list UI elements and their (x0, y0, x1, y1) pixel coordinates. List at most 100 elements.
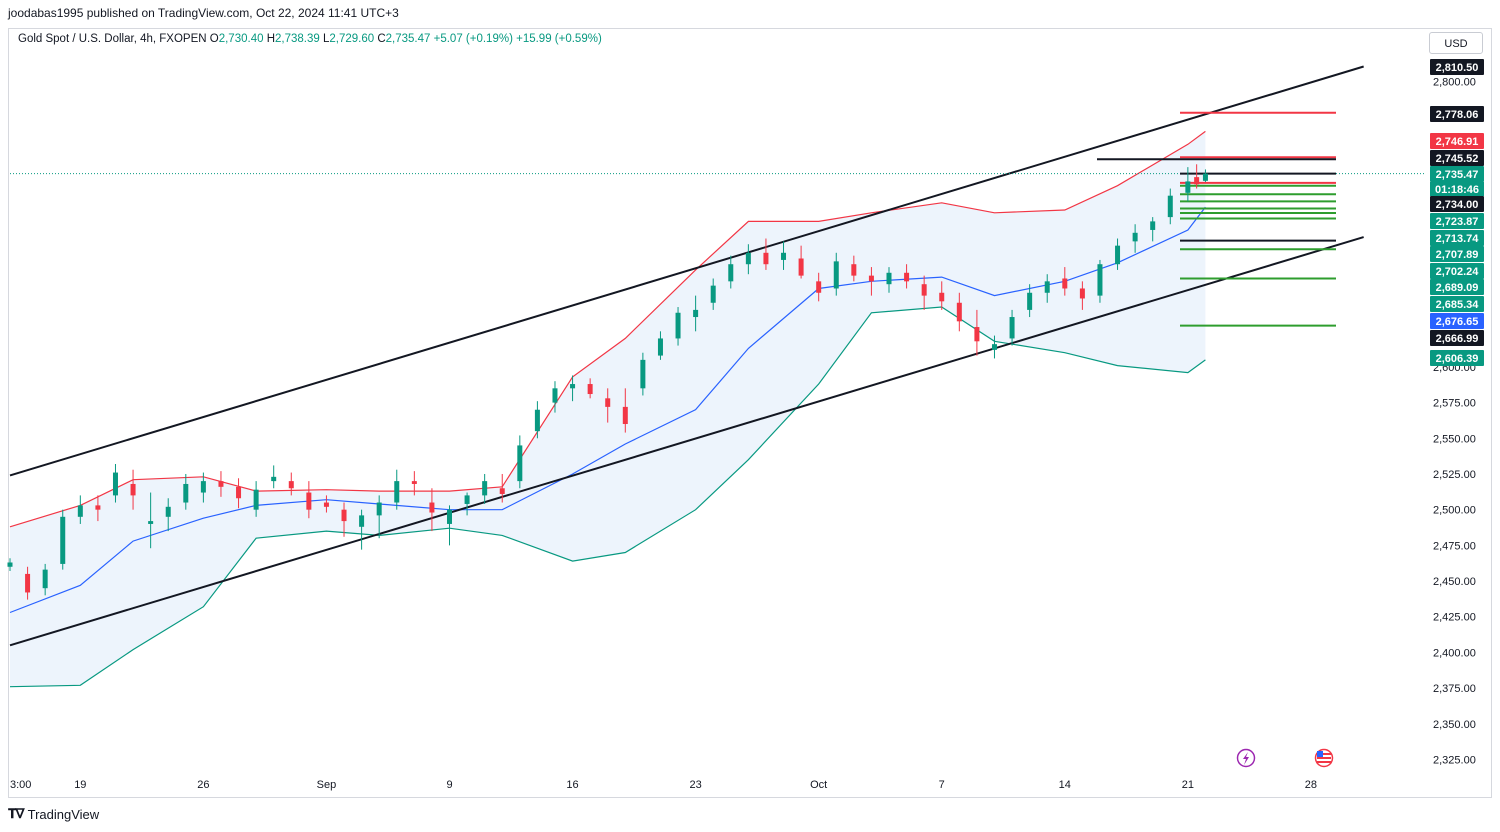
candle-body-54 (956, 302, 962, 322)
low-label: L (322, 33, 330, 45)
close-label: C (377, 33, 386, 45)
price-tag-label-9: 2,702.24 (1436, 266, 1480, 278)
candle-body-27 (482, 481, 488, 496)
high-value: 2,738.39 (275, 33, 320, 45)
candle-body-8 (148, 521, 154, 524)
bollinger-middle-line (9, 206, 1206, 614)
y-tick-label: 2,550.00 (1433, 433, 1476, 445)
events-icon (1236, 748, 1256, 768)
price-tag-label-3: 2,745.52 (1436, 153, 1479, 165)
candle-body-26 (464, 495, 470, 504)
trendline-2 (9, 236, 1364, 647)
candle-body-47 (833, 261, 839, 289)
candle-body-7 (130, 483, 136, 496)
candle-body-69 (1202, 173, 1208, 181)
price-tag-6 (1430, 213, 1484, 229)
price-tag-label-14: 2,606.39 (1436, 353, 1479, 365)
x-tick-label: 7 (939, 779, 945, 791)
high-label: H (266, 33, 275, 45)
candle-body-5 (95, 505, 101, 510)
price-tag-12 (1430, 313, 1484, 329)
price-tag-label-13: 2,666.99 (1436, 333, 1479, 345)
candle-body-30 (534, 409, 540, 432)
candle-body-11 (200, 481, 206, 493)
publisher-line: joodabas1995 published on TradingView.co… (8, 6, 399, 20)
candle-body-31 (552, 388, 558, 403)
candle-body-24 (429, 502, 435, 513)
lightning-icon[interactable] (1243, 752, 1249, 765)
candle-body-44 (781, 252, 787, 260)
y-tick-label: 2,475.00 (1433, 540, 1476, 552)
countdown-tag (1430, 182, 1484, 196)
candle-body-40 (710, 285, 716, 303)
bollinger-lower-line (9, 306, 1206, 688)
x-tick-label: Oct (810, 779, 827, 791)
candle-body-36 (640, 359, 646, 389)
x-tick-label: 23 (689, 779, 701, 791)
y-tick-label: 2,525.00 (1433, 469, 1476, 481)
tradingview-logo-icon: 𝐓∇ (8, 806, 25, 821)
open-label: O (209, 33, 219, 45)
candle-body-39 (693, 309, 699, 318)
candle-body-56 (991, 344, 997, 350)
change2-value: +15.99 (+0.59%) (516, 33, 602, 45)
x-tick-label: 16 (566, 779, 578, 791)
flag-stripe (1317, 757, 1331, 759)
candle-body-62 (1097, 264, 1103, 296)
tradingview-brand[interactable]: 𝐓∇ TradingView (8, 806, 99, 822)
x-tick-label: 26 (197, 779, 209, 791)
candle-body-16 (288, 481, 294, 489)
countdown-label: 01:18:46 (1435, 184, 1479, 196)
open-value: 2,730.40 (218, 33, 264, 45)
price-tag-9 (1430, 263, 1484, 279)
lightning-icon-ring[interactable] (1236, 748, 1256, 768)
candle-body-9 (165, 506, 171, 517)
price-tag-label-11: 2,685.34 (1436, 299, 1480, 311)
candle-body-23 (411, 481, 417, 484)
candle-body-18 (323, 502, 329, 507)
candle-body-34 (605, 398, 611, 407)
candle-body-3 (60, 516, 66, 564)
candle-body-43 (763, 252, 769, 265)
candle-body-20 (359, 515, 365, 527)
candle-body-33 (587, 384, 593, 395)
y-tick-label: 2,425.00 (1433, 612, 1476, 624)
candle-body-10 (183, 483, 189, 503)
candle-body-41 (728, 264, 734, 282)
price-tag-label-7: 2,713.74 (1436, 233, 1480, 245)
candle-body-21 (376, 502, 382, 516)
price-tag-label-10: 2,689.09 (1436, 282, 1479, 294)
candle-body-58 (1027, 292, 1033, 310)
candle-body-22 (394, 481, 400, 503)
price-tag-4 (1430, 166, 1484, 182)
candle-body-4 (77, 505, 83, 517)
candle-body-57 (1009, 317, 1015, 339)
x-tick-label: 28 (1305, 779, 1317, 791)
currency-button[interactable]: USD (1429, 32, 1483, 54)
us-flag-icon (1314, 748, 1334, 768)
flag-canton (1317, 751, 1323, 757)
symbol-legend: Gold Spot / U.S. Dollar, 4h, FXOPEN O2,7… (18, 33, 602, 45)
price-tag-label-0: 2,810.50 (1436, 62, 1479, 74)
y-tick-label: 2,500.00 (1433, 505, 1476, 517)
price-tag-7 (1430, 230, 1484, 246)
candle-body-37 (657, 338, 663, 356)
flag-stripe (1317, 761, 1331, 763)
candle-body-15 (271, 476, 277, 482)
candle-body-66 (1167, 195, 1173, 218)
low-value: 2,729.60 (329, 33, 375, 45)
candle-body-45 (798, 258, 804, 276)
price-tag-14 (1430, 350, 1484, 366)
candle-body-29 (517, 445, 523, 482)
price-tag-5 (1430, 196, 1484, 212)
price-tag-label-8: 2,707.89 (1436, 249, 1479, 261)
candle-body-32 (570, 384, 576, 389)
y-tick-label: 2,375.00 (1433, 683, 1476, 695)
price-tag-label-4: 2,735.47 (1436, 169, 1479, 181)
trendline-1 (9, 65, 1364, 477)
candle-body-19 (341, 509, 347, 522)
x-tick-label: 14 (1059, 779, 1071, 791)
price-tag-1 (1430, 106, 1484, 122)
symbol-name[interactable]: Gold Spot / U.S. Dollar, 4h, FXOPEN (18, 33, 207, 45)
